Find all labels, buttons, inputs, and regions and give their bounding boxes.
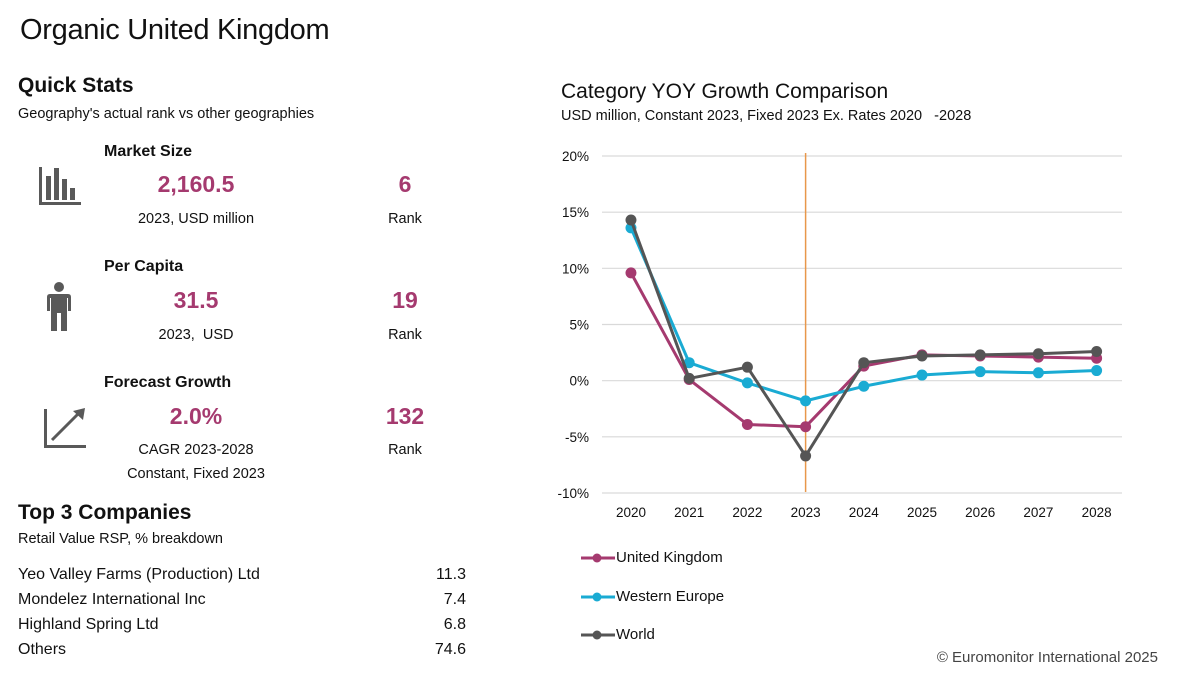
companies-heading: Top 3 Companies bbox=[18, 501, 192, 524]
data-point-world bbox=[1032, 348, 1044, 360]
company-share: 7.4 bbox=[443, 591, 466, 608]
data-point-world bbox=[741, 361, 753, 373]
company-name: Mondelez International Inc bbox=[18, 591, 206, 608]
bar-chart-icon bbox=[38, 166, 82, 211]
x-tick-label: 2027 bbox=[1023, 505, 1053, 520]
company-name: Highland Spring Ltd bbox=[18, 616, 159, 633]
data-point-western-europe bbox=[683, 357, 695, 369]
stat-value: 2.0% bbox=[169, 403, 223, 429]
data-point-western-europe bbox=[1032, 367, 1044, 379]
stat-value: 31.5 bbox=[173, 287, 219, 313]
stat-label: Forecast Growth bbox=[104, 374, 232, 391]
company-row: Yeo Valley Farms (Production) Ltd 11.3 bbox=[18, 566, 466, 584]
x-tick-label: 2026 bbox=[965, 505, 995, 520]
x-tick-label: 2022 bbox=[732, 505, 762, 520]
x-axis-ticks: 2020 2021 2022 2023 2024 2025 2026 2027 2028 bbox=[616, 505, 1112, 520]
legend-item-world[interactable]: World bbox=[580, 626, 655, 643]
data-point-world bbox=[974, 349, 986, 361]
legend-swatch-icon bbox=[581, 592, 615, 601]
series-world bbox=[625, 214, 1103, 462]
series-western-europe bbox=[625, 222, 1103, 407]
data-point-world bbox=[625, 214, 637, 226]
stat-rank-label: Rank bbox=[388, 442, 422, 458]
y-tick-label: -5% bbox=[565, 430, 589, 445]
y-tick-label: 10% bbox=[562, 261, 589, 276]
data-point-western-europe bbox=[800, 395, 812, 407]
company-share: 11.3 bbox=[436, 566, 466, 583]
copyright: © Euromonitor International 2025 bbox=[936, 649, 1158, 666]
company-name: Others bbox=[18, 641, 67, 658]
y-tick-label: 0% bbox=[569, 374, 589, 389]
y-tick-label: 15% bbox=[562, 205, 589, 220]
companies-subheading: Retail Value RSP, % breakdown bbox=[18, 531, 223, 547]
data-point-western-europe bbox=[858, 380, 870, 392]
series-line-world bbox=[629, 219, 1097, 458]
stat-caption: CAGR 2023-2028 bbox=[138, 442, 254, 458]
y-tick-label: 20% bbox=[562, 149, 589, 164]
legend-label: United Kingdom bbox=[616, 549, 723, 566]
company-name: Yeo Valley Farms (Production) Ltd bbox=[18, 566, 260, 583]
series-line-united-kingdom bbox=[629, 272, 1097, 429]
x-tick-label: 2028 bbox=[1082, 505, 1112, 520]
x-tick-label: 2021 bbox=[674, 505, 704, 520]
data-point-world bbox=[916, 350, 928, 362]
data-point-world bbox=[683, 372, 695, 384]
data-point-world bbox=[858, 357, 870, 369]
company-share: 74.6 bbox=[434, 641, 466, 658]
legend-item-western-europe[interactable]: Western Europe bbox=[580, 588, 724, 605]
quick-stats-subheading: Geography's actual rank vs other geograp… bbox=[18, 106, 315, 122]
company-row: Mondelez International Inc 7.4 bbox=[18, 591, 466, 609]
growth-arrow-icon bbox=[43, 407, 87, 454]
person-icon bbox=[45, 281, 73, 338]
y-axis-ticks: -10% -5% 0% 5% 10% 15% 20% bbox=[557, 149, 589, 501]
stat-caption: 2023, USD bbox=[158, 327, 234, 343]
company-row: Highland Spring Ltd 6.8 bbox=[18, 616, 466, 634]
stat-value: 2,160.5 bbox=[157, 171, 235, 197]
data-point-western-europe bbox=[1091, 365, 1103, 377]
y-tick-label: -10% bbox=[557, 486, 589, 501]
data-point-united-kingdom bbox=[741, 418, 753, 430]
company-share: 6.8 bbox=[443, 616, 466, 633]
company-row: Others 74.6 bbox=[18, 641, 466, 659]
stat-rank-label: Rank bbox=[388, 211, 422, 227]
series bbox=[625, 214, 1103, 462]
legend-swatch-icon bbox=[581, 630, 615, 639]
stat-caption: 2023, USD million bbox=[137, 211, 255, 227]
chart-title: Category YOY Growth Comparison bbox=[561, 80, 889, 103]
stat-label: Per Capita bbox=[104, 258, 184, 275]
data-point-western-europe bbox=[974, 366, 986, 378]
quick-stats-heading: Quick Stats bbox=[18, 74, 134, 97]
x-tick-label: 2025 bbox=[907, 505, 937, 520]
legend-item-united-kingdom[interactable]: United Kingdom bbox=[580, 549, 723, 566]
data-point-united-kingdom bbox=[800, 421, 812, 433]
data-point-western-europe bbox=[916, 369, 928, 381]
stat-rank-label: Rank bbox=[388, 327, 422, 343]
data-point-western-europe bbox=[741, 377, 753, 389]
stat-rank: 132 bbox=[385, 403, 425, 429]
series-united-kingdom bbox=[625, 267, 1103, 433]
y-tick-label: 5% bbox=[569, 318, 589, 333]
x-tick-label: 2023 bbox=[791, 505, 821, 520]
chart-subtitle: USD million, Constant 2023, Fixed 2023 E… bbox=[561, 108, 972, 124]
data-point-world bbox=[1091, 345, 1103, 357]
data-point-united-kingdom bbox=[625, 267, 637, 279]
stat-rank: 6 bbox=[398, 171, 412, 197]
legend-swatch-icon bbox=[581, 553, 615, 562]
x-tick-label: 2020 bbox=[616, 505, 646, 520]
data-point-world bbox=[800, 450, 812, 462]
stat-label: Market Size bbox=[104, 143, 193, 160]
gridlines bbox=[602, 155, 1122, 494]
stat-rank: 19 bbox=[392, 287, 418, 313]
legend-label: World bbox=[616, 626, 655, 643]
stat-caption-2: Constant, Fixed 2023 bbox=[127, 466, 265, 482]
legend-label: Western Europe bbox=[616, 588, 725, 605]
page-title: Organic United Kingdom bbox=[20, 14, 330, 46]
x-tick-label: 2024 bbox=[849, 505, 880, 520]
